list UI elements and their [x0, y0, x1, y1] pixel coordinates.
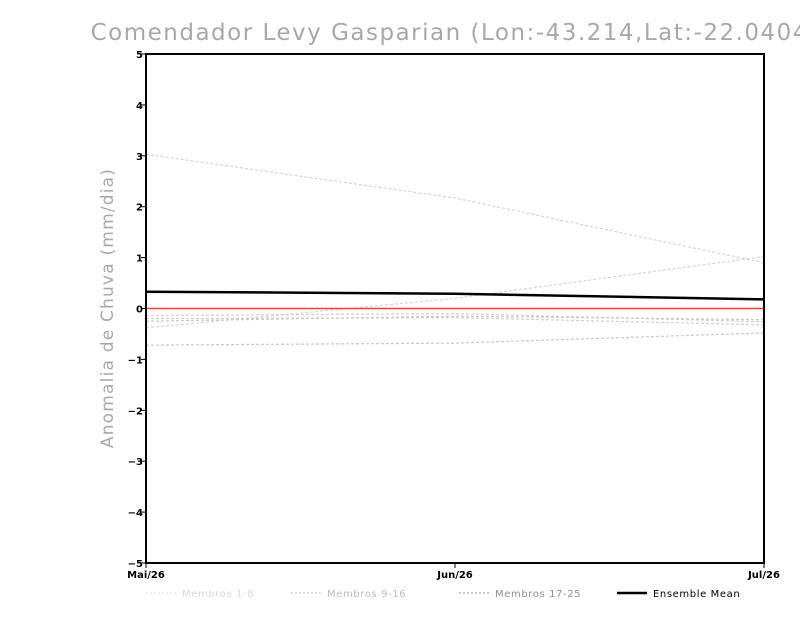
x-tick-label: Mai/26 [127, 570, 165, 581]
y-tick-label: −1 [128, 355, 143, 366]
y-tick-label: 4 [136, 101, 143, 112]
y-tick-label: 1 [136, 254, 143, 265]
x-tick-label: Jun/26 [436, 570, 473, 581]
member-line [145, 153, 765, 264]
member-line [145, 332, 765, 346]
member-line [145, 315, 765, 322]
x-axis-ticks: Mai/26 Jun/26 Jul/26 [127, 563, 780, 581]
chart-title: Comendador Levy Gasparian (Lon:-43.214,L… [91, 20, 800, 46]
y-tick-label: 2 [136, 203, 143, 214]
y-tick-label: −4 [128, 508, 143, 519]
legend-label: Membros 1-8 [182, 589, 254, 600]
y-axis-ticks: 5 4 3 2 1 0 −1 −2 −3 −4 −5 [128, 50, 146, 570]
member-line [145, 255, 765, 329]
ensemble-mean-line [145, 290, 765, 301]
x-tick-label: Jul/26 [747, 570, 780, 581]
legend-label: Membros 9-16 [327, 589, 406, 600]
y-tick-label: −3 [128, 457, 143, 468]
y-tick-label: 5 [136, 50, 143, 61]
member-line [145, 317, 765, 326]
y-tick-label: −5 [128, 559, 143, 570]
legend-label: Membros 17-25 [495, 589, 581, 600]
y-tick-label: 3 [136, 152, 143, 163]
y-tick-label: 0 [136, 305, 143, 316]
plot-content [145, 153, 765, 346]
legend: Membros 1-8 Membros 9-16 Membros 17-25 Ense… [146, 589, 740, 600]
legend-label: Ensemble Mean [653, 589, 740, 600]
y-axis-label: Anomalia de Chuva (mm/dia) [98, 168, 118, 448]
y-tick-label: −2 [128, 406, 143, 417]
member-line [145, 312, 765, 323]
